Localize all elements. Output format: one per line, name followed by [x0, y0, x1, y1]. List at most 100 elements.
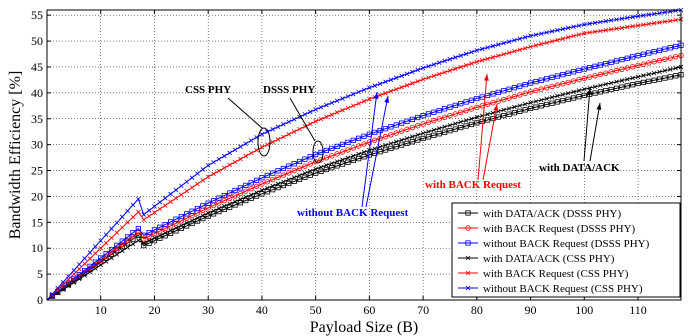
- data-point: [630, 75, 635, 81]
- data-point: [248, 186, 254, 192]
- data-point: [538, 86, 545, 92]
- data-point: [329, 161, 335, 166]
- data-point: [613, 85, 620, 91]
- data-point: [656, 57, 663, 64]
- data-point: [87, 263, 93, 269]
- data-point: [641, 22, 646, 28]
- data-point: [496, 109, 501, 114]
- data-point: [76, 276, 82, 282]
- data-point: [372, 129, 378, 136]
- data-point: [334, 159, 340, 164]
- data-point: [361, 141, 367, 147]
- data-point: [55, 290, 61, 296]
- data-point: [179, 183, 184, 189]
- data-point: [651, 77, 657, 83]
- data-point: [356, 135, 362, 141]
- data-point: [533, 43, 539, 48]
- data-point: [195, 215, 200, 221]
- data-point: [248, 150, 254, 156]
- data-point: [592, 84, 598, 90]
- data-point: [538, 77, 544, 83]
- data-point: [173, 187, 179, 193]
- data-point: [517, 36, 523, 42]
- data-point: [103, 232, 109, 237]
- data-point: [87, 256, 93, 261]
- data-point: [436, 126, 442, 131]
- data-point: [447, 128, 453, 134]
- data-point: [227, 150, 232, 156]
- data-point: [598, 19, 603, 25]
- data-point: [243, 182, 249, 188]
- legend-label: with BACK Request (CSS PHY): [483, 268, 629, 280]
- data-point: [98, 245, 104, 251]
- data-point: [259, 191, 265, 197]
- data-point: [673, 73, 679, 79]
- data-point: [544, 30, 549, 35]
- data-point: [313, 107, 318, 112]
- annotation-css-phy: CSS PHY: [185, 84, 231, 96]
- data-point: [587, 21, 592, 26]
- axis-ticks: 10 20 30 40 50 60 70 80 90 100 110 0 5 10 15 20 25 30 35 40…: [31, 8, 681, 317]
- data-point: [570, 95, 577, 101]
- data-point: [125, 220, 130, 225]
- annotation-with-back: with BACK Request: [425, 179, 521, 191]
- data-point: [286, 177, 292, 182]
- data-point: [286, 170, 292, 176]
- data-point: [210, 211, 217, 217]
- y-tick-label: 50: [31, 34, 43, 48]
- data-point: [179, 192, 184, 197]
- x-tick-label: 40: [256, 303, 268, 317]
- y-tick-label: 25: [31, 164, 43, 178]
- data-point: [404, 136, 410, 141]
- data-point: [71, 276, 77, 282]
- data-point: [667, 18, 673, 24]
- data-point: [372, 137, 378, 143]
- data-point: [114, 252, 120, 257]
- data-point: [506, 106, 512, 111]
- data-point: [130, 233, 136, 240]
- data-point: [603, 18, 609, 24]
- data-point: [388, 145, 394, 151]
- data-point: [613, 58, 620, 64]
- data-point: [264, 179, 270, 185]
- data-point: [71, 268, 77, 273]
- x-tick-label: 110: [629, 303, 647, 317]
- data-point: [501, 40, 506, 46]
- data-point: [453, 66, 458, 72]
- data-point: [136, 238, 141, 243]
- ellipse-dsss: [312, 140, 324, 164]
- data-point: [345, 105, 351, 111]
- legend-entry: without BACK Request (DSSS PHY): [458, 238, 650, 250]
- arrow-without-back-2: [365, 95, 389, 208]
- data-point: [238, 156, 243, 162]
- data-point: [141, 232, 147, 238]
- data-point: [453, 55, 458, 60]
- data-point: [485, 112, 490, 117]
- data-point: [200, 215, 206, 222]
- data-point: [152, 235, 157, 241]
- arrow-with-back-2: [482, 103, 498, 181]
- data-point: [281, 134, 286, 140]
- data-point: [463, 118, 469, 123]
- data-point: [264, 172, 270, 179]
- data-point: [146, 229, 152, 236]
- data-point: [82, 256, 87, 261]
- data-point: [162, 195, 168, 201]
- data-point: [227, 190, 233, 196]
- data-point: [302, 112, 308, 117]
- data-point: [570, 78, 577, 84]
- x-tick-label: 80: [471, 303, 483, 317]
- data-point: [501, 107, 506, 113]
- data-point: [280, 172, 287, 178]
- data-point: [608, 80, 614, 86]
- series-3: [46, 42, 684, 301]
- data-point: [447, 112, 453, 119]
- data-point: [447, 122, 453, 128]
- data-point: [141, 236, 147, 242]
- data-point: [323, 166, 329, 173]
- data-point: [109, 226, 114, 232]
- data-point: [458, 53, 463, 58]
- data-point: [404, 83, 410, 88]
- data-point: [109, 235, 114, 241]
- data-point: [453, 121, 458, 126]
